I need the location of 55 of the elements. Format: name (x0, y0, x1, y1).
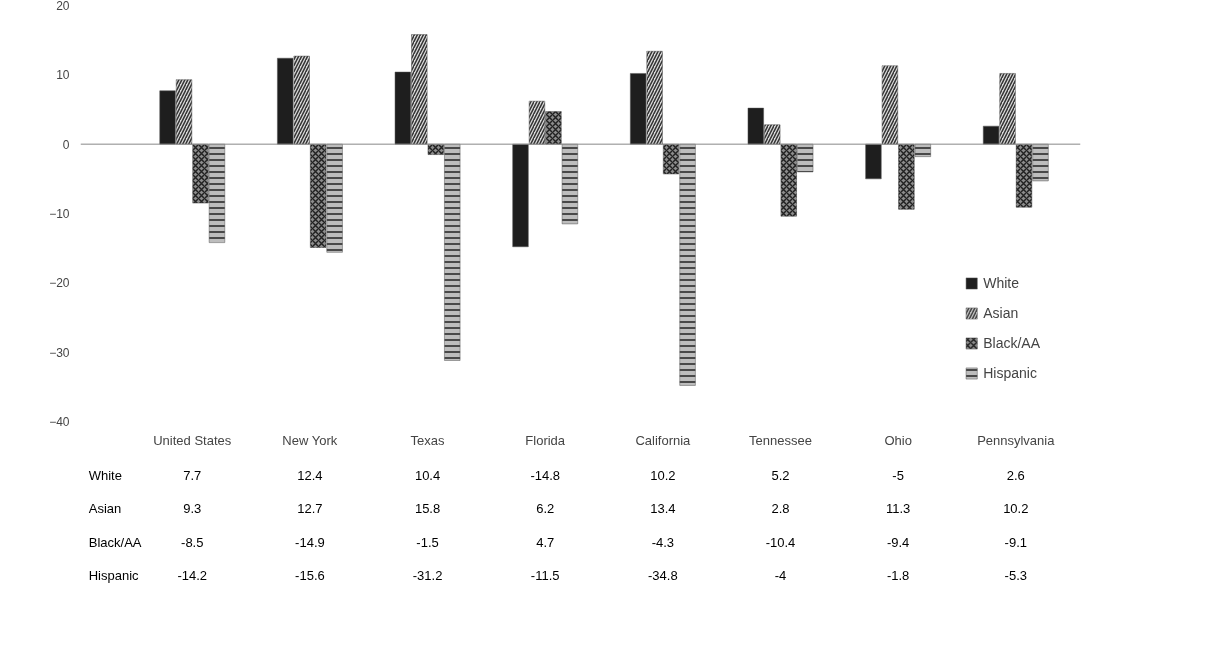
legend-label: Hispanic (983, 365, 1037, 381)
y-tick-label: −10 (49, 207, 70, 221)
data-label: -14.2 (177, 568, 208, 583)
data-label: -15.6 (295, 568, 325, 583)
x-tick-label: Texas (410, 432, 446, 448)
text: Hispanic (88, 568, 139, 583)
data-label: -4 (774, 568, 787, 583)
data-label: 2.8 (771, 501, 790, 517)
data-label: -31.2 (412, 568, 443, 583)
data-label: 4.7 (536, 534, 555, 550)
text: Asian (88, 501, 122, 517)
data-label: 5.2 (771, 468, 790, 483)
data-label: -9.4 (886, 534, 910, 550)
data-label: -14.8 (530, 468, 561, 483)
x-tick-label: Florida (525, 432, 566, 448)
text: White (88, 468, 122, 483)
data-label: 7.7 (183, 468, 202, 483)
data-label: 11.3 (885, 501, 911, 517)
data-label: -5 (892, 468, 904, 483)
data-label: 10.4 (414, 468, 441, 483)
y-tick-label: 0 (62, 137, 70, 152)
data-label: 9.3 (183, 501, 202, 517)
y-tick-label: −40 (49, 415, 70, 429)
legend-label: Asian (983, 305, 1019, 321)
text: Black/AA (88, 534, 142, 550)
data-label: 2.6 (1006, 468, 1025, 483)
x-tick-label: Ohio (884, 432, 912, 448)
x-tick-label: California (635, 432, 692, 448)
data-label: -9.1 (1004, 534, 1027, 550)
legend-label: Black/AA (983, 335, 1040, 351)
data-label: 10.2 (1003, 501, 1029, 517)
data-label: -5.3 (1004, 568, 1027, 583)
data-label: 15.8 (414, 501, 441, 517)
y-tick-label: −30 (49, 345, 70, 360)
legend-label: White (983, 275, 1019, 291)
data-label: -34.8 (648, 568, 678, 583)
data-label: -14.9 (295, 534, 325, 550)
data-label: 12.4 (297, 468, 323, 483)
x-tick-label: Tennessee (749, 432, 812, 448)
data-label: -10.4 (765, 534, 796, 550)
y-tick-label: 10 (56, 68, 70, 83)
x-tick-label: New York (282, 432, 338, 448)
data-label: 13.4 (650, 501, 676, 517)
data-label: 10.2 (650, 468, 676, 483)
data-label: 6.2 (536, 501, 555, 517)
data-label: 12.7 (297, 501, 323, 517)
y-tick-label: 20 (56, 0, 70, 13)
data-label: -4.3 (651, 534, 675, 550)
data-label: -1.8 (886, 568, 910, 583)
data-label: -8.5 (181, 534, 204, 550)
y-tick-label: −20 (49, 276, 70, 291)
data-label: -11.5 (530, 568, 560, 583)
x-tick-label: Pennsylvania (977, 432, 1056, 448)
x-tick-label: United States (153, 432, 232, 448)
data-label: -1.5 (416, 534, 439, 550)
